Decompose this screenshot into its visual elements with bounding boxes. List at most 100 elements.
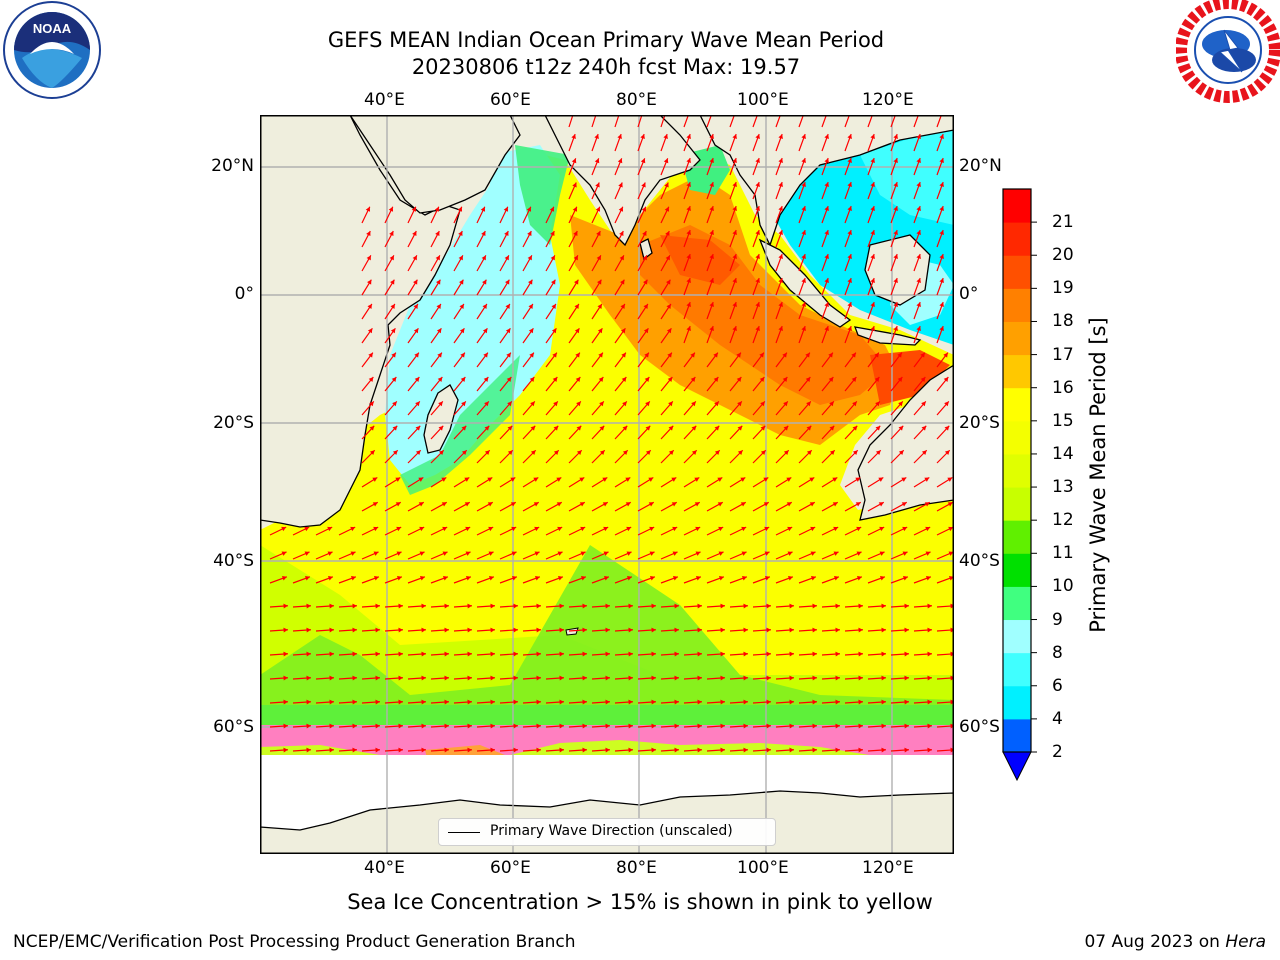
wave-direction-arrowhead xyxy=(490,675,495,681)
wave-direction-arrowhead xyxy=(812,699,817,705)
wave-direction-arrow xyxy=(591,115,597,128)
wave-direction-arrowhead xyxy=(352,627,357,633)
wave-direction-arrowhead xyxy=(390,303,395,309)
wave-direction-arrowhead xyxy=(950,627,954,633)
wave-direction-arrowhead xyxy=(576,401,581,407)
wave-direction-arrowhead xyxy=(927,651,932,657)
wave-direction-arrowhead xyxy=(764,526,770,532)
wave-direction-arrowhead xyxy=(549,206,555,212)
wave-direction-arrow xyxy=(821,115,828,128)
wave-direction-arrowhead xyxy=(513,627,518,633)
wave-direction-arrowhead xyxy=(870,182,875,188)
wave-direction-arrowhead xyxy=(395,502,401,507)
wave-direction-arrowhead xyxy=(283,627,288,633)
wave-direction-arrowhead xyxy=(778,134,783,140)
sri-lanka-land xyxy=(639,238,653,261)
colorbar-tick-label: 18 xyxy=(1052,311,1074,332)
wave-direction-arrowhead xyxy=(421,747,426,753)
wave-direction-arrowhead xyxy=(720,699,725,705)
wave-direction-arrowhead xyxy=(306,675,311,681)
wave-direction-arrowhead xyxy=(686,254,691,260)
wave-direction-arrowhead xyxy=(510,477,516,482)
wave-direction-arrowhead xyxy=(950,723,954,729)
wave-direction-arrowhead xyxy=(398,627,403,633)
wave-direction-arrowhead xyxy=(743,723,748,729)
wave-direction-arrowhead xyxy=(697,627,702,633)
wave-direction-arrowhead xyxy=(858,699,863,705)
wave-direction-arrowhead xyxy=(628,723,633,729)
wave-direction-arrowhead xyxy=(743,651,748,657)
wave-direction-arrowhead xyxy=(421,627,426,633)
wave-direction-arrowhead xyxy=(852,425,858,431)
wave-direction-arrowhead xyxy=(504,231,509,237)
wave-direction-arrowhead xyxy=(605,651,610,657)
wave-direction-arrowhead xyxy=(950,747,954,753)
wave-direction-arrowhead xyxy=(529,352,534,358)
wave-direction-arrowhead xyxy=(778,206,783,212)
wave-direction-arrowhead xyxy=(927,723,932,729)
wave-direction-arrowhead xyxy=(916,254,921,260)
colorbar-swatch xyxy=(1003,520,1031,554)
wave-direction-arrowhead xyxy=(714,450,720,456)
wave-direction-arrowhead xyxy=(513,699,518,705)
wave-direction-arrowhead xyxy=(536,603,541,609)
wave-direction-arrowhead xyxy=(605,747,610,753)
wave-direction-arrowhead xyxy=(574,279,579,285)
wave-direction-arrowhead xyxy=(415,450,421,456)
wave-direction-arrowhead xyxy=(851,352,856,358)
wave-direction-arrowhead xyxy=(421,651,426,657)
wave-direction-arrowhead xyxy=(372,502,378,507)
colorbar-tick-label: 12 xyxy=(1052,510,1074,531)
wave-direction-arrowhead xyxy=(375,651,380,657)
colorbar-tick-label: 9 xyxy=(1052,609,1063,630)
wave-direction-arrowhead xyxy=(904,747,909,753)
wave-direction-arrowhead xyxy=(786,477,792,482)
wave-direction-arrowhead xyxy=(306,603,311,609)
wave-direction-arrowhead xyxy=(418,477,424,482)
wave-direction-arrowhead xyxy=(571,158,577,164)
wave-direction-arrowhead xyxy=(368,377,374,382)
colorbar-swatch xyxy=(1003,652,1031,687)
wave-direction-arrowhead xyxy=(709,278,714,284)
wave-direction-arrowhead xyxy=(939,158,944,164)
wave-direction-arrowhead xyxy=(442,551,448,556)
wave-direction-arrowhead xyxy=(709,254,714,260)
wave-direction-arrowhead xyxy=(596,231,601,237)
wave-direction-arrowhead xyxy=(392,401,397,407)
wave-direction-arrowhead xyxy=(893,302,898,308)
noaa-logo: NOAA xyxy=(3,1,101,99)
wave-direction-arrowhead xyxy=(916,302,921,308)
wave-direction-arrowhead xyxy=(709,206,714,212)
wave-direction-arrowhead xyxy=(621,352,626,358)
wave-direction-arrowhead xyxy=(643,303,648,309)
wave-direction-arrowhead xyxy=(579,502,585,507)
wave-direction-arrowhead xyxy=(436,303,441,309)
wave-direction-arrowhead xyxy=(556,502,562,507)
wave-direction-arrowhead xyxy=(580,551,586,556)
wave-direction-arrowhead xyxy=(352,699,357,705)
wave-direction-arrowhead xyxy=(697,675,702,681)
wave-direction-arrowhead xyxy=(396,576,402,581)
wave-direction-arrowhead xyxy=(556,477,562,482)
wave-direction-arrowhead xyxy=(572,182,577,188)
wave-direction-arrowhead xyxy=(283,723,288,729)
wave-direction-arrowhead xyxy=(528,328,534,334)
wave-direction-arrowhead xyxy=(812,603,817,609)
wave-direction-arrowhead xyxy=(881,627,886,633)
wave-direction-arrowhead xyxy=(511,551,517,556)
wave-direction-arrowhead xyxy=(327,576,333,581)
wave-direction-arrowhead xyxy=(801,302,806,308)
wave-direction-arrowhead xyxy=(511,576,517,581)
wave-direction-arrowhead xyxy=(651,699,656,705)
wave-direction-arrowhead xyxy=(434,206,440,212)
wave-direction-arrow xyxy=(775,115,782,128)
machine-name: Hera xyxy=(1225,932,1266,952)
wave-direction-arrowhead xyxy=(505,279,510,285)
wave-direction-arrowhead xyxy=(778,326,783,332)
wave-direction-arrowhead xyxy=(898,401,903,407)
wave-direction-arrowhead xyxy=(490,603,495,609)
wave-direction-arrowhead xyxy=(717,477,723,482)
wave-direction-arrowhead xyxy=(329,627,334,633)
wave-direction-arrowhead xyxy=(597,328,603,334)
wave-direction-arrowhead xyxy=(304,576,310,581)
